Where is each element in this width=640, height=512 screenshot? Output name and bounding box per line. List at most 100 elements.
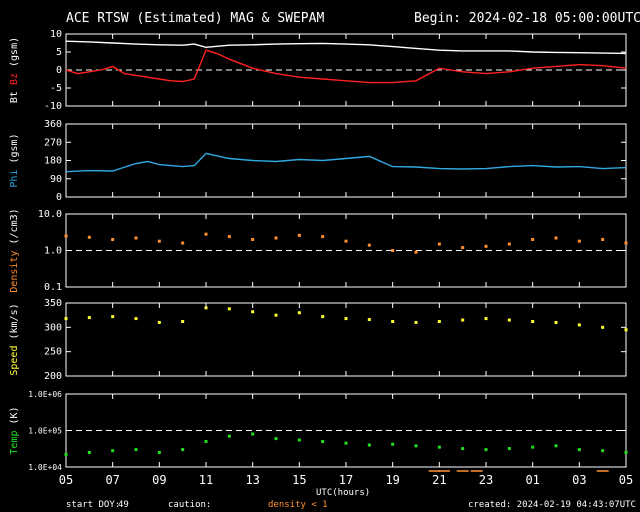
x-tick-label-3: 11 (199, 473, 213, 487)
data-point-speed (297, 311, 301, 315)
data-point-speed (531, 319, 535, 323)
data-point-temp (507, 447, 511, 451)
y-tick-label-2-2: 0.1 (44, 282, 62, 293)
y-axis-label-part: (gsm) (9, 37, 20, 73)
data-point-density (321, 235, 325, 239)
data-point-speed (484, 317, 488, 321)
data-point-temp (227, 434, 231, 438)
data-point-speed (87, 316, 91, 320)
y-tick-label-1-1: 270 (44, 137, 62, 148)
data-point-speed (274, 313, 278, 317)
x-tick-label-0: 05 (59, 473, 73, 487)
data-point-temp (531, 445, 535, 449)
data-point-speed (367, 318, 371, 322)
x-tick-label-9: 23 (479, 473, 493, 487)
data-point-density (274, 236, 278, 240)
data-point-temp (274, 437, 278, 441)
data-point-temp (624, 450, 628, 454)
data-point-speed (461, 318, 465, 322)
data-point-speed (437, 319, 441, 323)
data-point-speed (251, 310, 255, 314)
data-point-temp (367, 443, 371, 447)
data-point-temp (87, 450, 91, 454)
y-axis-label-0: Bt Bz (gsm) (9, 37, 20, 103)
panel-frame-3 (65, 302, 627, 377)
y-tick-label-4-2: 1.0E+04 (28, 463, 62, 472)
data-point-speed (227, 307, 231, 311)
data-point-density (111, 238, 115, 242)
x-tick-label-2: 09 (152, 473, 166, 487)
panel-frame-1 (65, 123, 627, 198)
data-point-temp (251, 432, 255, 436)
data-point-speed (624, 328, 628, 332)
data-point-speed (554, 320, 558, 324)
data-point-density (181, 241, 185, 245)
data-point-temp (321, 439, 325, 443)
x-tick-label-6: 17 (339, 473, 353, 487)
x-tick-label-11: 03 (572, 473, 586, 487)
y-tick-label-4-0: 1.0E+06 (28, 390, 62, 399)
y-tick-label-4-1: 1.0E+05 (28, 427, 62, 436)
data-point-temp (577, 448, 581, 452)
begin-time: Begin: 2024-02-18 05:00:00UTC (414, 11, 640, 26)
y-tick-label-3-3: 200 (44, 371, 62, 382)
chart-title: ACE RTSW (Estimated) MAG & SWEPAM (66, 11, 325, 26)
data-point-temp (64, 453, 68, 457)
data-point-temp (391, 442, 395, 446)
y-axis-label-part: (/cm3) (9, 208, 20, 250)
y-tick-label-0-2: 0 (56, 65, 62, 76)
y-axis-label-part: Temp (9, 431, 20, 455)
x-tick-label-4: 13 (245, 473, 259, 487)
data-point-speed (391, 319, 395, 323)
y-axis-label-2: Density (/cm3) (9, 208, 20, 292)
y-tick-label-1-0: 360 (44, 119, 62, 130)
data-point-speed (321, 315, 325, 319)
data-point-temp (134, 448, 138, 452)
y-tick-label-0-1: 5 (56, 47, 62, 58)
data-point-speed (601, 325, 605, 329)
x-tick-label-7: 19 (385, 473, 399, 487)
y-axis-label-part: (km/s) (9, 303, 20, 345)
data-point-density (601, 238, 605, 242)
y-axis-label-part: Density (9, 251, 20, 293)
data-point-density (624, 241, 628, 245)
y-axis-label-3: Speed (km/s) (9, 303, 20, 375)
data-point-temp (484, 448, 488, 452)
data-point-density (507, 242, 511, 246)
data-point-temp (181, 448, 185, 452)
data-point-temp (204, 439, 208, 443)
data-point-speed (344, 317, 348, 321)
y-tick-label-1-3: 90 (50, 174, 62, 185)
data-point-speed (181, 319, 185, 323)
y-tick-label-0-0: 10 (50, 29, 62, 40)
caution-text: density < 1 (268, 500, 328, 510)
data-point-speed (507, 318, 511, 322)
data-point-density (531, 238, 535, 242)
data-point-speed (64, 317, 68, 321)
data-point-temp (601, 449, 605, 453)
y-tick-label-3-0: 350 (44, 298, 62, 309)
data-point-density (554, 236, 558, 240)
start-doy-label: start DOY: (66, 500, 121, 510)
y-axis-label-4: Temp (K) (9, 406, 20, 454)
data-point-density (577, 239, 581, 243)
data-point-density (134, 236, 138, 240)
data-point-temp (461, 447, 465, 451)
x-tick-label-8: 21 (432, 473, 446, 487)
y-tick-label-1-4: 0 (56, 192, 62, 203)
data-point-temp (414, 444, 418, 448)
data-point-speed (577, 323, 581, 327)
y-tick-label-0-4: -10 (44, 101, 62, 112)
data-point-density (461, 246, 465, 250)
data-point-temp (554, 444, 558, 448)
y-axis-label-1: Phi (gsm) (9, 133, 20, 187)
x-tick-label-10: 01 (525, 473, 539, 487)
y-axis-label-part: Bt (9, 91, 20, 103)
y-axis-label-part: (K) (9, 406, 20, 430)
series-bt-line (65, 40, 627, 55)
data-point-speed (414, 320, 418, 324)
data-point-density (391, 249, 395, 252)
data-point-temp (297, 438, 301, 442)
y-tick-label-1-2: 180 (44, 156, 62, 167)
y-axis-label-part: (gsm) (9, 133, 20, 169)
